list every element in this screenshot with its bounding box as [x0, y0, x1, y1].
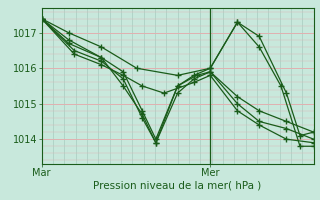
X-axis label: Pression niveau de la mer( hPa ): Pression niveau de la mer( hPa )	[93, 181, 262, 191]
